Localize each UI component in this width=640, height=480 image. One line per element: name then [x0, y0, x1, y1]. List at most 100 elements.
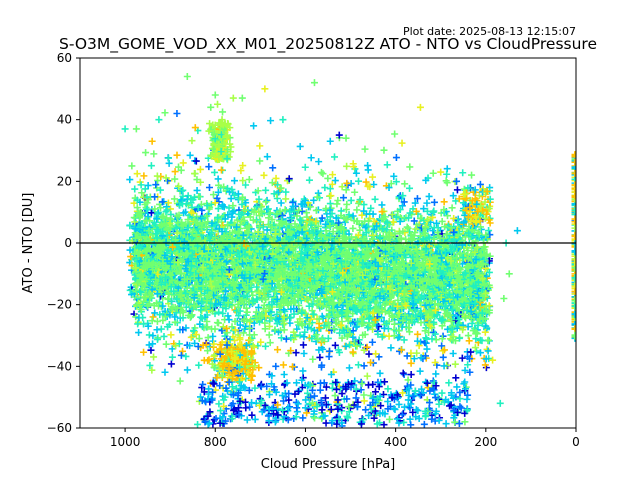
data-point	[282, 335, 290, 343]
data-point	[191, 170, 199, 178]
data-point	[299, 367, 307, 375]
data-point	[383, 161, 391, 169]
data-point	[440, 198, 448, 206]
data-point	[274, 346, 282, 354]
data-point	[406, 163, 414, 171]
data-point	[360, 362, 368, 370]
data-point	[234, 190, 242, 198]
data-point	[280, 371, 288, 379]
data-point	[484, 347, 492, 355]
data-point	[215, 308, 223, 316]
data-point	[414, 330, 422, 338]
data-point	[297, 217, 305, 225]
data-point	[343, 162, 351, 170]
data-point	[329, 171, 337, 179]
data-point	[282, 188, 290, 196]
data-point	[162, 340, 170, 348]
data-point	[147, 346, 155, 354]
data-point	[354, 361, 362, 369]
data-point	[300, 333, 308, 341]
data-point	[137, 181, 145, 189]
data-point	[267, 117, 275, 125]
data-point	[391, 130, 399, 138]
data-point	[392, 154, 400, 162]
data-point	[398, 139, 406, 147]
data-point	[464, 361, 472, 369]
data-point	[333, 200, 341, 208]
data-point	[371, 195, 379, 203]
data-point	[483, 345, 491, 353]
data-point	[353, 206, 361, 214]
data-point	[272, 174, 280, 182]
data-point	[364, 166, 372, 174]
data-point	[331, 177, 339, 185]
data-point	[316, 353, 324, 361]
data-point	[423, 199, 431, 207]
data-point	[429, 169, 437, 177]
data-point	[399, 369, 407, 377]
data-point	[204, 357, 212, 365]
data-point	[451, 360, 459, 368]
data-point	[449, 350, 457, 358]
data-point	[360, 201, 368, 209]
data-point	[224, 312, 232, 320]
data-point	[153, 326, 161, 334]
data-point	[256, 142, 264, 150]
data-point	[179, 347, 187, 355]
data-point	[432, 370, 440, 378]
data-point	[380, 146, 388, 154]
data-point	[192, 157, 200, 165]
data-point	[438, 342, 446, 350]
data-point	[126, 176, 134, 184]
data-point	[273, 310, 281, 318]
data-point	[142, 149, 150, 157]
data-point	[363, 372, 371, 380]
data-point	[321, 184, 329, 192]
data-point	[245, 176, 253, 184]
data-point	[319, 170, 327, 178]
data-point	[149, 340, 157, 348]
data-point	[334, 196, 342, 204]
data-point	[324, 174, 332, 182]
data-point	[448, 204, 456, 212]
chart-title: S-O3M_GOME_VOD_XX_M01_20250812Z ATO - NT…	[59, 35, 597, 54]
data-point	[465, 337, 473, 345]
data-point	[351, 188, 359, 196]
data-point	[401, 180, 409, 188]
data-point	[372, 350, 380, 358]
data-point	[214, 175, 222, 183]
data-point	[305, 176, 313, 184]
data-point	[131, 185, 139, 193]
data-point	[365, 350, 373, 358]
data-point	[167, 331, 175, 339]
data-point	[411, 199, 419, 207]
data-point	[179, 159, 187, 167]
data-point	[314, 189, 322, 197]
data-point	[380, 331, 388, 339]
data-point	[301, 163, 309, 171]
data-point	[160, 332, 168, 340]
data-point	[439, 347, 447, 355]
data-point	[362, 178, 370, 186]
data-point	[176, 377, 184, 385]
data-point	[279, 361, 287, 369]
data-point	[458, 354, 466, 362]
data-point	[453, 186, 461, 194]
data-point	[157, 204, 165, 212]
data-point	[361, 145, 369, 153]
data-point	[147, 162, 155, 170]
data-point	[299, 341, 307, 349]
data-point	[230, 177, 238, 185]
data-point	[307, 154, 315, 162]
data-point	[277, 199, 285, 207]
data-point	[214, 188, 222, 196]
data-point	[300, 349, 308, 357]
data-point	[219, 108, 227, 116]
data-point	[325, 353, 333, 361]
data-point	[173, 151, 181, 159]
data-point	[262, 342, 270, 350]
data-point	[327, 192, 335, 200]
data-point	[298, 207, 306, 215]
data-point	[272, 362, 280, 370]
